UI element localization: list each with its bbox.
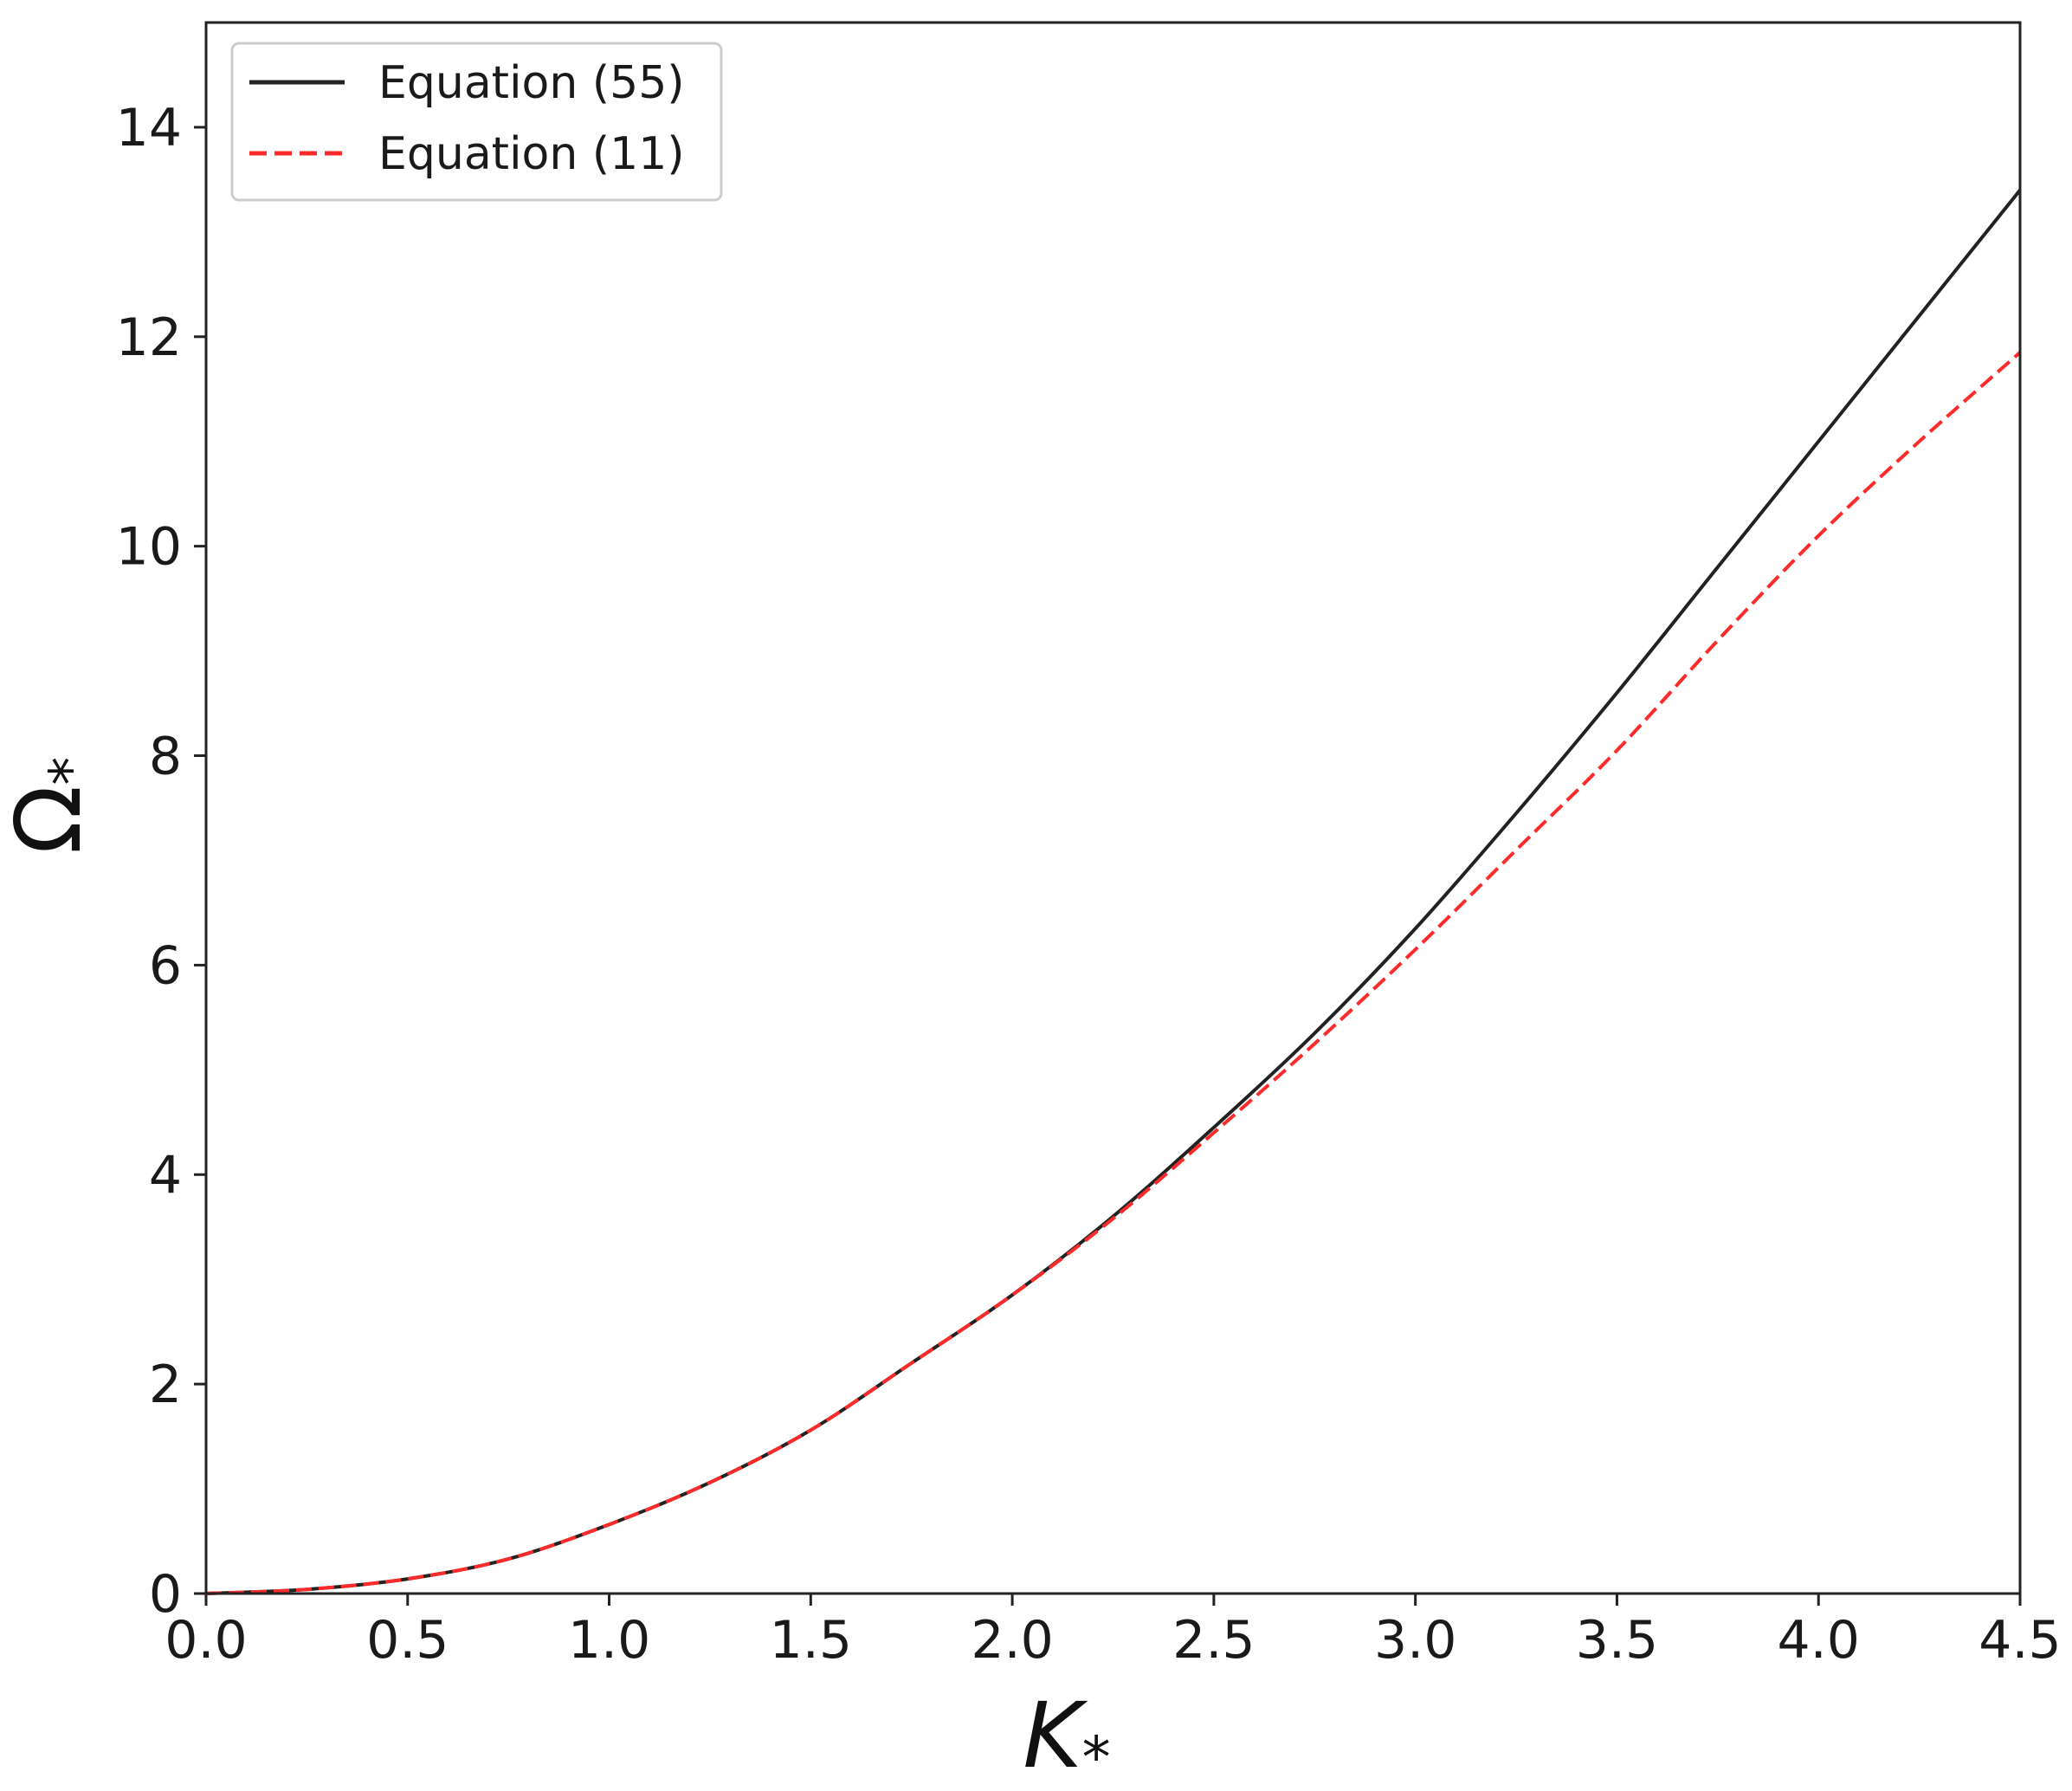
y-axis-title-symbol: Ω [0, 786, 101, 854]
x-tick-label: 4.0 [1778, 1610, 1860, 1671]
y-tick-label: 0 [149, 1564, 182, 1625]
y-tick-label: 10 [116, 517, 182, 578]
x-tick-label: 4.5 [1978, 1610, 2061, 1671]
x-tick-label: 1.0 [568, 1610, 650, 1671]
x-axis-title-subscript: * [1082, 1724, 1111, 1791]
axis-ticks: 0.0 0.5 1.0 1.5 2.0 2.5 3.0 3.5 4.0 4.5 0 2 4 6 8 10 12 1… [116, 98, 2062, 1671]
x-tick-label: 0.5 [366, 1610, 449, 1671]
x-tick-label: 3.5 [1576, 1610, 1658, 1671]
x-tick-label: 0.0 [165, 1610, 247, 1671]
x-tick-label: 2.0 [971, 1610, 1053, 1671]
y-axis-title-subscript: * [37, 757, 104, 786]
legend: Equation (55) Equation (11) [230, 42, 723, 202]
x-tick-label: 3.0 [1374, 1610, 1456, 1671]
x-axis-title-symbol: K [1023, 1683, 1088, 1788]
legend-box [230, 42, 723, 202]
legend-label-equation-11: Equation (11) [378, 128, 685, 180]
y-axis-title: Ω* [0, 757, 104, 854]
legend-label-equation-55: Equation (55) [378, 57, 685, 109]
y-tick-label: 4 [149, 1145, 182, 1206]
y-tick-label: 12 [116, 307, 182, 368]
plot-frame [204, 21, 2022, 1595]
x-tick-label: 1.5 [770, 1610, 852, 1671]
series-line-equation-11 [205, 351, 2022, 1595]
y-tick-label: 2 [149, 1355, 182, 1415]
x-tick-label: 2.5 [1172, 1610, 1255, 1671]
y-tick-label: 8 [149, 727, 182, 787]
x-axis-title: K* [1023, 1683, 1110, 1791]
y-tick-label: 6 [149, 935, 182, 996]
series-layer [205, 189, 2022, 1595]
y-tick-label: 14 [116, 98, 182, 158]
